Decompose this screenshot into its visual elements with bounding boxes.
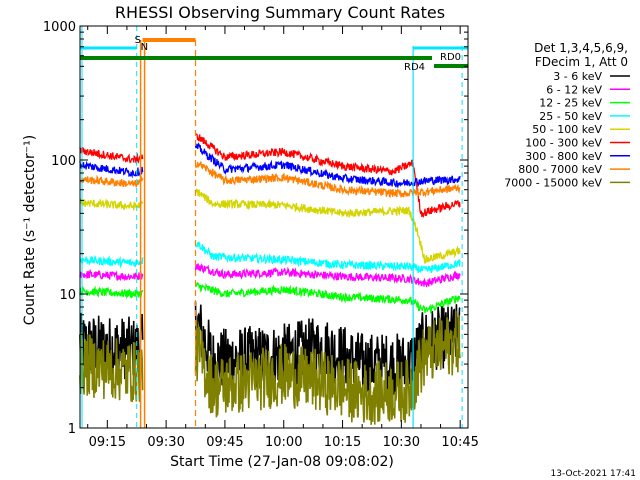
legend-label-8: 800 - 7000 keV (518, 163, 602, 176)
series-line-3-segment-2 (194, 281, 461, 314)
series-line-4-segment-1 (79, 254, 144, 269)
x-tick-label: 09:15 (89, 435, 126, 450)
series-line-8-segment-2 (194, 161, 461, 198)
series-line-4-segment-2 (194, 241, 461, 273)
series-line-2-segment-2 (194, 262, 461, 288)
series-line-9-segment-2 (194, 310, 461, 425)
series-line-7-segment-1 (79, 160, 144, 179)
series-line-5-segment-1 (79, 197, 144, 211)
y-tick-label: 10 (59, 288, 76, 303)
legend-label-5: 50 - 100 keV (532, 123, 602, 136)
x-axis-label: Start Time (27-Jan-08 09:08:02) (170, 454, 394, 470)
legend-label-6: 100 - 300 keV (525, 137, 602, 150)
y-tick-label: 1 (68, 422, 76, 437)
series-line-3-segment-1 (79, 285, 144, 300)
series-line-5-segment-2 (194, 188, 461, 265)
series-line-7-segment-2 (194, 142, 461, 189)
legend-label-3: 12 - 25 keV (539, 97, 602, 110)
legend-header-line-2: FDecim 1, Att 0 (535, 55, 628, 69)
y-tick-label: 100 (51, 154, 76, 169)
series-line-9-segment-1 (79, 332, 144, 403)
rd4-marker-label: RD4 (404, 62, 425, 73)
legend: Det 1,3,4,5,6,9, FDecim 1, Att 0 3 - 6 k… (504, 41, 630, 189)
chart-title: RHESSI Observing Summary Count Rates (115, 3, 445, 22)
series-line-6-segment-1 (79, 147, 144, 166)
x-tick-label: 09:30 (147, 435, 184, 450)
x-tick-label: 10:00 (265, 435, 302, 450)
series-line-2-segment-1 (79, 268, 144, 282)
legend-label-1: 3 - 6 keV (553, 70, 602, 83)
y-axis-label: Count Rate (s⁻¹ detector⁻¹) (22, 135, 38, 325)
x-tick-label: 10:30 (383, 435, 420, 450)
timestamp: 13-Oct-2021 17:41 (551, 469, 636, 479)
y-tick-label: 1000 (43, 20, 76, 35)
plot-frame (79, 25, 469, 429)
legend-label-7: 300 - 800 keV (525, 150, 602, 163)
legend-label-2: 6 - 12 keV (546, 83, 602, 96)
rd0-marker-label: RD0 (440, 52, 461, 63)
x-tick-label: 10:45 (441, 435, 478, 450)
series-line-8-segment-1 (79, 174, 144, 188)
plot-area: SN RD0 RD4 (79, 26, 468, 428)
legend-label-9: 7000 - 15000 keV (504, 176, 602, 189)
legend-label-4: 25 - 50 keV (539, 110, 602, 123)
x-tick-label: 09:45 (206, 435, 243, 450)
axes: 1 10 100 1000 09:15 09:30 09:45 10:00 10:15 10:30… (43, 20, 479, 450)
saa-marker-label: S (135, 35, 141, 46)
x-tick-label: 10:15 (324, 435, 361, 450)
night-marker-label: N (141, 42, 148, 53)
legend-header-line-1: Det 1,3,4,5,6,9, (534, 41, 628, 55)
